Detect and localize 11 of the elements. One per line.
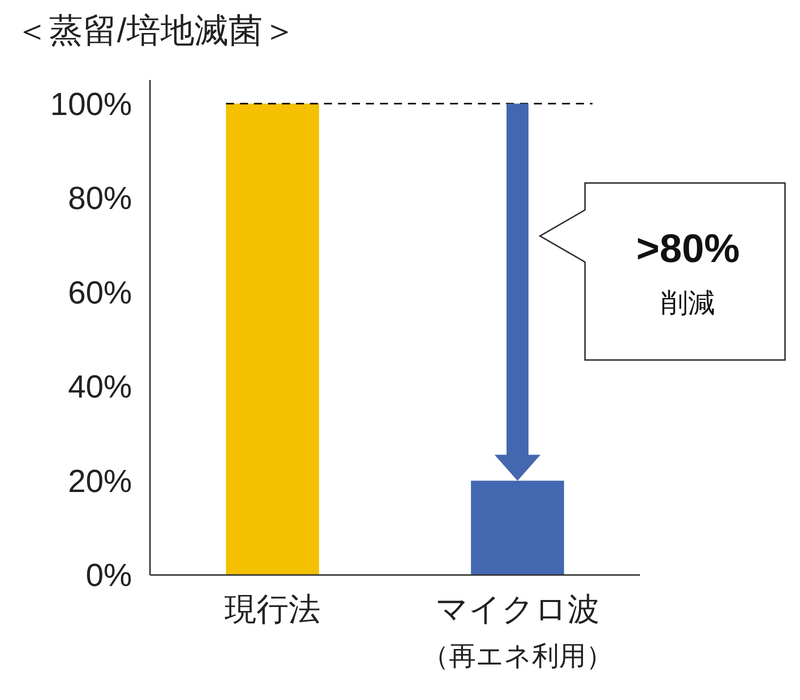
y-tick-label: 40% <box>68 368 132 405</box>
y-tick-label: 80% <box>68 180 132 216</box>
y-tick-label: 100% <box>50 86 132 122</box>
y-tick-label: 0% <box>86 557 132 594</box>
text: >80% <box>636 227 740 271</box>
y-tick-label: 20% <box>68 462 132 499</box>
x-tick-label: マイクロ波（再エネ利用） <box>422 591 613 671</box>
y-tick-label: 60% <box>68 274 132 310</box>
chart-title: ＜蒸留/培地滅菌＞ <box>15 12 296 50</box>
x-tick-label: 現行法 <box>224 591 320 627</box>
text: 削減 <box>661 288 715 318</box>
